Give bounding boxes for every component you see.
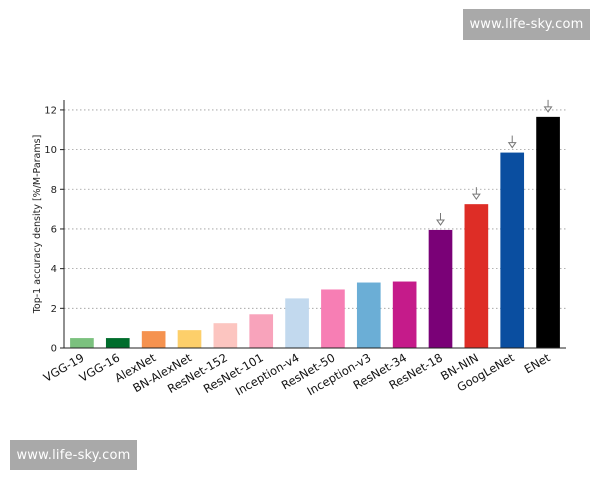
down-arrow-icon (436, 212, 445, 226)
watermark-top: www.life-sky.com (463, 9, 590, 40)
y-tick-label: 12 (44, 105, 57, 116)
bar-resnet-152 (213, 323, 238, 348)
y-ticks: 0 2 4 6 8 10 12 (44, 105, 64, 355)
x-tick-labels: VGG-19VGG-16AlexNetBN-AlexNetResNet-152R… (41, 350, 553, 398)
y-tick-label: 2 (51, 304, 57, 315)
y-tick-label: 4 (51, 264, 57, 275)
down-arrow-icon (471, 187, 481, 201)
down-arrow-icon (543, 99, 553, 113)
bar-enet (536, 116, 560, 348)
grid-lines (64, 109, 566, 309)
bar-resnet-101 (249, 314, 274, 348)
down-arrow-icon (507, 135, 517, 149)
bars (70, 116, 560, 348)
arrow-markers (436, 99, 553, 226)
y-tick-label: 8 (51, 185, 57, 196)
bar-bn-alexnet (177, 330, 202, 348)
x-tick-label: ENet (522, 350, 553, 376)
y-tick-label: 6 (51, 224, 57, 235)
bar-resnet-50 (321, 289, 345, 348)
bar-vgg-19 (70, 338, 94, 348)
bar-vgg-16 (105, 338, 130, 348)
bar-resnet-34 (392, 281, 417, 348)
bar-alexnet (141, 331, 166, 348)
bar-inception-v4 (285, 298, 309, 348)
bar-inception-v3 (356, 282, 381, 348)
axes (63, 100, 566, 349)
bar-resnet-18 (428, 229, 453, 348)
y-axis-label: Top-1 accuracy density [%/M-Params] (32, 135, 43, 315)
y-tick-label: 10 (44, 145, 57, 156)
x-tick-label: VGG-19 (41, 350, 87, 384)
watermark-bottom: www.life-sky.com (10, 440, 137, 470)
bar-bn-nin (464, 204, 489, 348)
bar-googlenet (500, 152, 525, 348)
y-tick-label: 0 (51, 344, 57, 355)
